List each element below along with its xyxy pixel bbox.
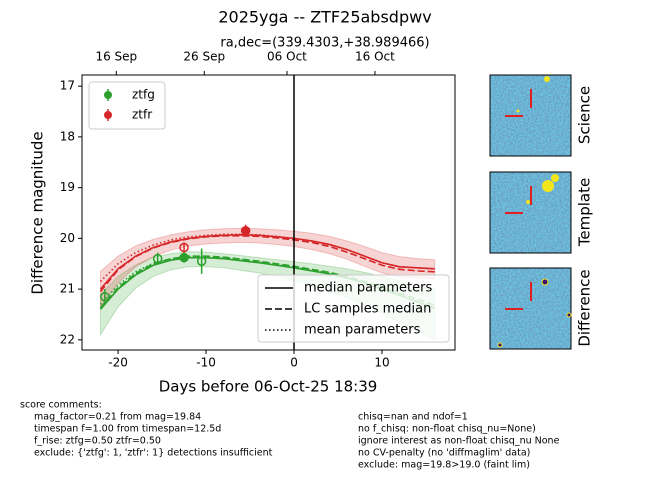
comment-line: mag_factor=0.21 from mag=19.84 — [34, 412, 201, 423]
cutout-frame — [489, 267, 572, 350]
cutouts: Science Template Difference — [489, 74, 594, 350]
y-tick-label: 17 — [60, 79, 75, 93]
cutout-source — [526, 200, 530, 204]
y-tick-label: 22 — [60, 332, 75, 346]
data-point — [179, 242, 189, 253]
comment-line: exclude: {'ztfg': 1, 'ztfr': 1} detectio… — [34, 448, 273, 459]
x-tick-label: 10 — [374, 356, 389, 370]
data-point — [179, 252, 189, 263]
comment-line: chisq=nan and ndof=1 — [358, 412, 468, 423]
comment-line: no f_chisq: non-float chisq_nu=None) — [358, 424, 536, 435]
top-x-tick-label: 16 Oct — [355, 50, 395, 64]
comment-line: timespan f=1.00 from timespan=12.5d — [34, 424, 221, 435]
legend-label: median parameters — [304, 281, 432, 296]
cutout-label: Science — [576, 86, 594, 144]
legend-box — [257, 274, 450, 343]
comment-line: exclude: mag=19.8>19.0 (faint lim) — [358, 460, 530, 471]
legend-label: ztfr — [132, 108, 152, 122]
legend-label: ztfg — [132, 88, 155, 102]
score-comments: score comments:mag_factor=0.21 from mag=… — [20, 400, 560, 471]
x-tick-label: -10 — [196, 356, 216, 370]
legend-marker — [104, 111, 112, 119]
y-tick-label: 20 — [60, 231, 75, 245]
comment-line: ignore interest as non-float chisq_nu No… — [358, 436, 560, 447]
top-x-tick-label: 26 Sep — [183, 50, 225, 64]
top-x-tick-label: 16 Sep — [95, 50, 137, 64]
data-point — [240, 226, 251, 236]
comment-line: f_rise: ztfg=0.50 ztfr=0.50 — [34, 436, 161, 447]
y-axis-label: Difference magnitude — [29, 131, 47, 294]
legend-label: LC samples median — [304, 302, 431, 317]
cutout-frame — [489, 74, 572, 157]
cutout-source — [542, 180, 554, 192]
legend-marker — [104, 91, 112, 99]
data-point — [100, 291, 110, 302]
cutout-label: Template — [576, 178, 594, 247]
chart-title: 2025yga -- ZTF25absdpwv — [218, 8, 431, 27]
cutout-label: Difference — [576, 269, 594, 346]
comment-heading: score comments: — [20, 400, 102, 411]
cutout-image — [490, 268, 571, 349]
cutout-frame — [489, 171, 572, 254]
cutout-source — [541, 278, 549, 286]
cutout-source — [544, 76, 550, 82]
cutout-image — [490, 172, 571, 253]
data-point — [196, 256, 207, 266]
x-tick-label: 0 — [290, 356, 298, 370]
cutout-image — [490, 75, 571, 156]
legend-label: mean parameters — [304, 323, 421, 338]
top-x-tick-label: 06 Oct — [267, 50, 307, 64]
legend: ztfg ztfr — [88, 81, 166, 130]
legend: median parameters LC samples median mean p… — [257, 274, 450, 343]
y-tick-label: 18 — [60, 129, 75, 143]
cutout-source — [497, 342, 503, 348]
model-line — [99, 235, 435, 293]
chart-subtitle: ra,dec=(339.4303,+38.989466) — [220, 36, 429, 51]
comment-line: no CV-penalty (no 'diffmaglim' data) — [358, 448, 530, 459]
y-tick-label: 21 — [60, 282, 75, 296]
y-tick-label: 19 — [60, 180, 75, 194]
x-axis-label: Days before 06-Oct-25 18:39 — [159, 378, 378, 396]
plot-frame — [81, 74, 456, 351]
x-tick-label: -20 — [108, 356, 128, 370]
data-point — [152, 253, 163, 264]
model-line — [99, 233, 435, 283]
cutout-source — [566, 312, 572, 318]
cutout-source — [551, 174, 559, 182]
cutout-source — [516, 109, 520, 113]
